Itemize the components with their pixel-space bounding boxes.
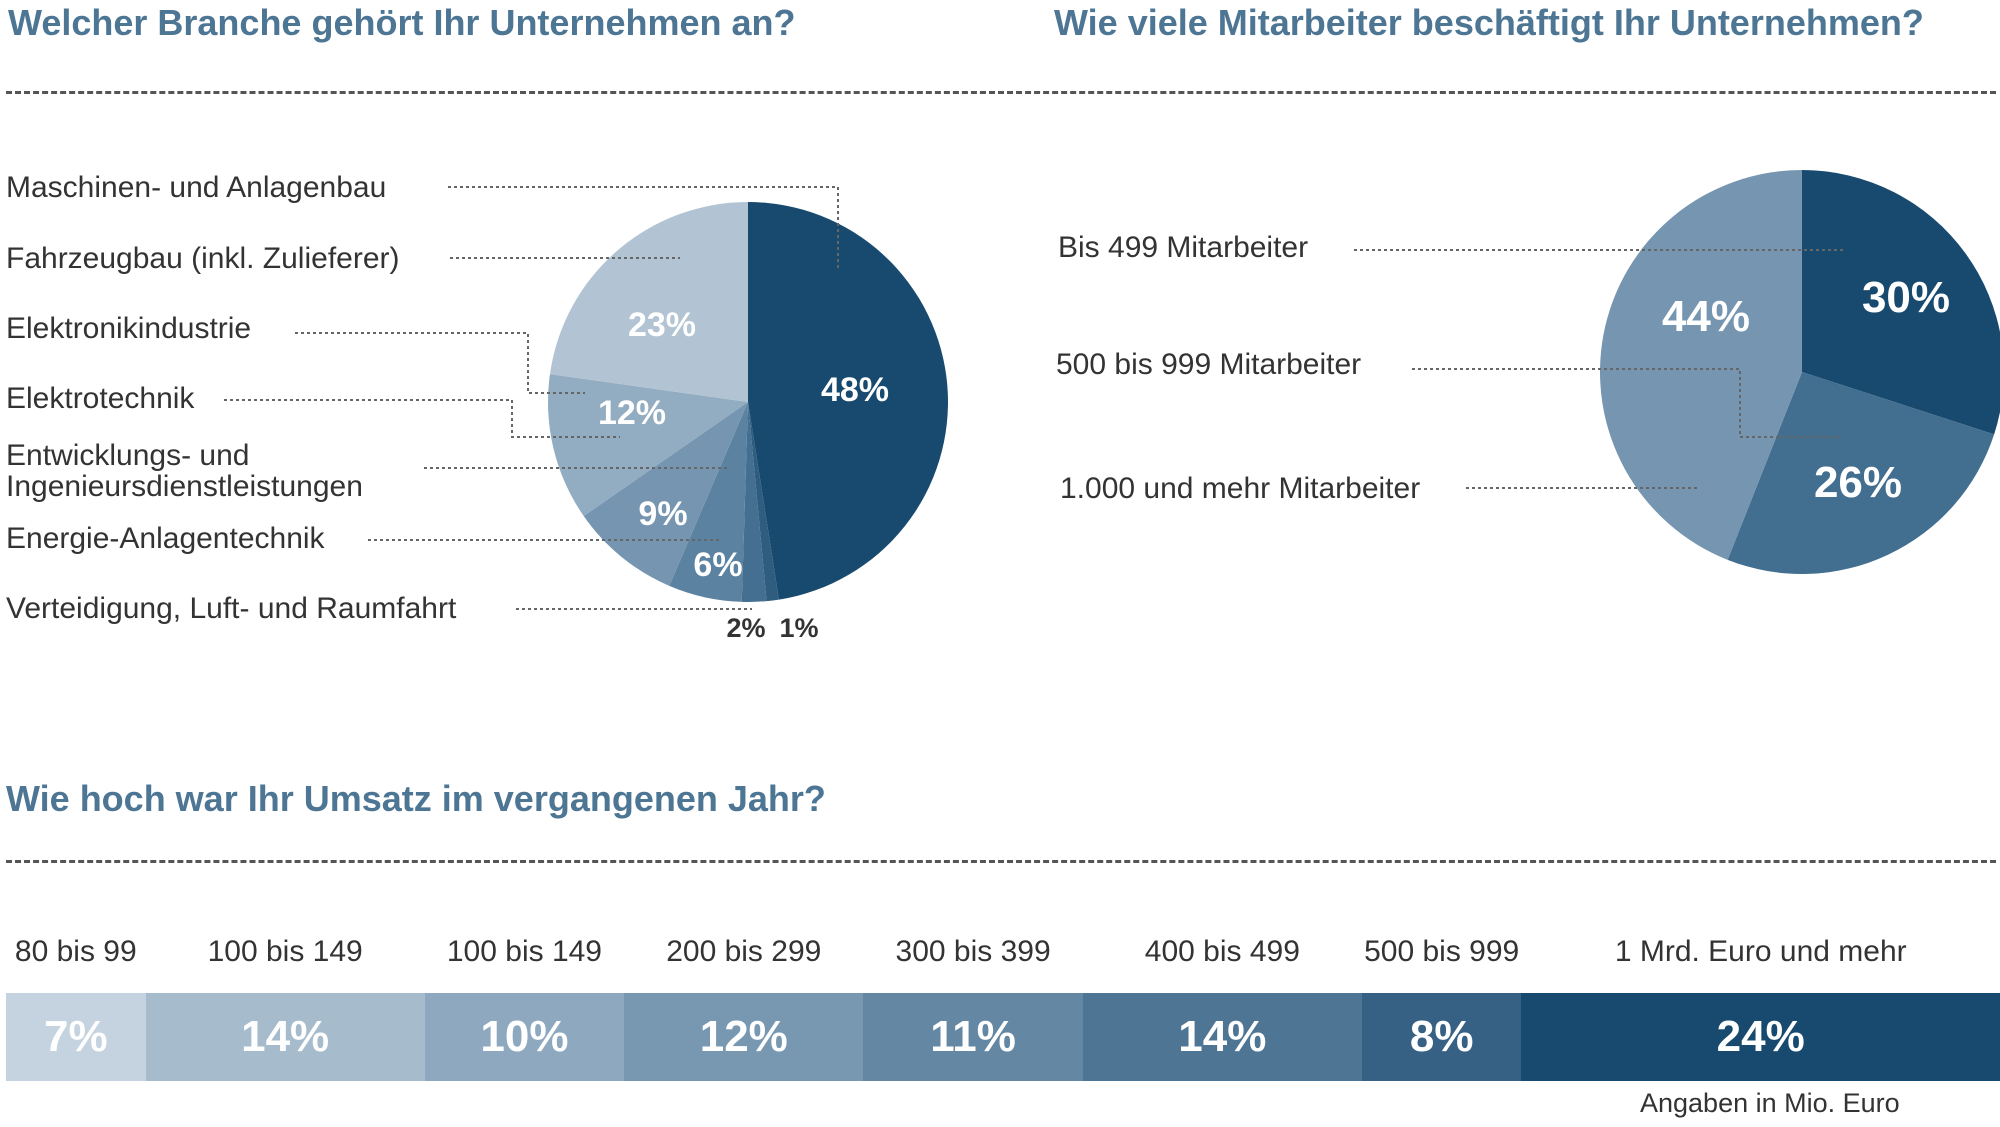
bar-category-2: 100 bis 149 [207, 935, 363, 968]
leader-500-999 [1412, 368, 1842, 438]
label-elektronik: Elektronikindustrie [6, 312, 252, 345]
leader-elektrotechnik [224, 399, 620, 438]
pie-label-fahrzeugbau-inkl-zulieferer: 23% [628, 306, 696, 344]
pie-slice-energie-anlagentechnik [741, 402, 767, 602]
pie-label-elektronikindustrie: 12% [598, 394, 666, 432]
title-mitarbeiter: Wie viele Mitarbeiter beschäftigt Ihr Un… [1054, 2, 1924, 43]
label-fahrzeugbau: Fahrzeugbau (inkl. Zulieferer) [6, 242, 400, 275]
pie-label-energie-anlagentechnik: 2% [726, 613, 765, 643]
pie-slice-1-000-und-mehr-mitarbeiter [1600, 170, 1802, 560]
pie-slice-verteidigung-luft-und-raumfahrt [748, 402, 779, 602]
bar-segment-2: 14% [145, 993, 425, 1081]
label-entwicklung: Entwicklungs- und Ingenieursdienstleistu… [6, 439, 363, 503]
pie-label-maschinen-und-anlagenbau: 48% [821, 371, 889, 409]
pie-slice-fahrzeugbau-inkl-zulieferer [549, 202, 748, 402]
title-branche: Welcher Branche gehört Ihr Unternehmen a… [8, 2, 796, 43]
pie-label-bis-499-mitarbeiter: 30% [1862, 273, 1950, 322]
pie-mitarbeiter: 30% 26% 44% [1600, 170, 2000, 574]
divider-bottom [6, 860, 1996, 863]
umsatz-bar: 7% 14% 10% 12% 11% 14% 8% 24% [6, 993, 2000, 1081]
leader-elektronik [295, 332, 585, 394]
bar-segment-3: 10% [424, 993, 625, 1081]
pie-label-1-000-und-mehr-mitarbeiter: 44% [1662, 292, 1750, 341]
title-umsatz: Wie hoch war Ihr Umsatz im vergangenen J… [6, 778, 826, 819]
bar-segment-4: 12% [624, 993, 864, 1081]
pies-svg: 48% 1% 2% 6%9% 12% 23% 30% 26% 44% [224, 170, 2000, 643]
pie-slice-entwicklungs-und-ingenieursdienstleistungen [669, 402, 748, 602]
bar-category-7: 500 bis 999 [1364, 935, 1520, 968]
leader-lines [224, 186, 1846, 610]
unit-note: Angaben in Mio. Euro [1640, 1088, 1900, 1118]
pie-slice-maschinen-und-anlagenbau [748, 202, 948, 600]
pie-slice-elektronikindustrie [547, 374, 748, 517]
label-1000-plus: 1.000 und mehr Mitarbeiter [1060, 472, 1421, 505]
leader-maschinenbau [448, 186, 839, 268]
bar-segment-6: 14% [1082, 993, 1362, 1081]
pie-label-500-bis-999-mitarbeiter: 26% [1814, 458, 1902, 507]
label-energie: Energie-Anlagentechnik [6, 522, 325, 555]
pie-slice-500-bis-999-mitarbeiter [1727, 372, 1995, 574]
bar-category-3: 100 bis 149 [446, 935, 603, 968]
bar-category-6: 400 bis 499 [1144, 935, 1300, 968]
pie-label-entwicklungs-und-ingenieursdienstleistungen: 6% [693, 546, 742, 584]
pie-label-verteidigung-luft-und-raumfahrt: 1% [779, 613, 818, 643]
label-500-999: 500 bis 999 Mitarbeiter [1056, 348, 1362, 381]
divider-top [6, 91, 1996, 94]
bar-segment-5: 11% [863, 993, 1083, 1081]
pie-branche: 48% 1% 2% 6%9% 12% 23% [547, 202, 948, 643]
bar-category-1: 80 bis 99 [14, 935, 137, 968]
pie-slice-bis-499-mitarbeiter [1802, 170, 2000, 435]
bar-segment-7: 8% [1361, 993, 1522, 1081]
bar-category-8: 1 Mrd. Euro und mehr [1614, 935, 1907, 968]
label-bis-499: Bis 499 Mitarbeiter [1058, 231, 1309, 264]
bar-category-5: 300 bis 399 [895, 935, 1051, 968]
bar-segment-1: 7% [6, 993, 146, 1081]
label-maschinenbau: Maschinen- und Anlagenbau [6, 171, 387, 204]
pie-slice-elektrotechnik [583, 402, 748, 586]
bar-category-4: 200 bis 299 [666, 935, 822, 968]
bar-segment-8: 24% [1521, 993, 2000, 1081]
label-elektrotechnik: Elektrotechnik [6, 382, 195, 415]
label-verteidigung: Verteidigung, Luft- und Raumfahrt [6, 592, 457, 625]
pie-label-elektrotechnik: 9% [638, 495, 687, 533]
